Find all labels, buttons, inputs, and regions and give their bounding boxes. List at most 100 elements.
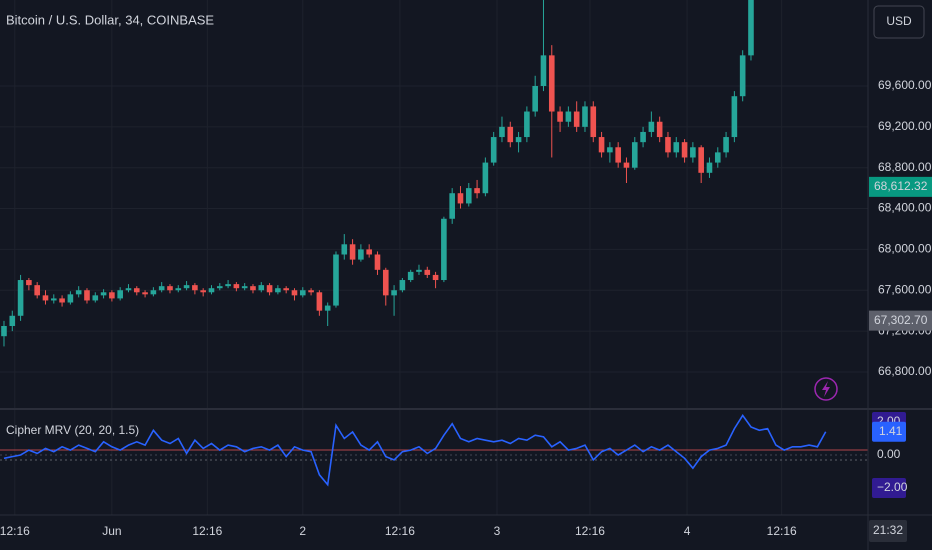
candle-body (133, 288, 140, 293)
candle-body (474, 188, 480, 194)
candle-body (275, 288, 281, 293)
candle-body (241, 286, 248, 289)
candle-body (582, 106, 588, 127)
candle-body (631, 142, 638, 168)
candle-body (208, 288, 215, 293)
price-label: 67,302.70 (874, 313, 928, 327)
candle-body (291, 290, 298, 296)
candle-body (266, 285, 273, 293)
candle-body (358, 249, 364, 260)
candle-body (341, 244, 348, 255)
candle-body (723, 137, 729, 153)
candle-body (117, 290, 123, 299)
candle-body (225, 284, 231, 287)
candle-body (1, 325, 7, 337)
candle-body (308, 290, 314, 293)
candle-body (714, 152, 721, 163)
candle-body (457, 193, 464, 204)
candle-body (548, 55, 555, 112)
candle-body (449, 193, 455, 219)
candle-body (665, 137, 671, 153)
ind-tick-label: −2.00 (877, 480, 908, 494)
candle-body (391, 290, 397, 296)
candle-body (233, 284, 240, 289)
candle-body (748, 0, 754, 56)
candle-body (424, 269, 431, 275)
last-value-label: 1.41 (879, 424, 903, 438)
currency[interactable]: USD (886, 14, 912, 28)
last-value-box (872, 421, 906, 442)
x-tick-label: 3 (494, 524, 501, 538)
candle-body (17, 280, 24, 316)
indicator-pane (0, 413, 868, 487)
candle-body (640, 131, 646, 143)
axes: 12:16 Jun 12:16 2 12:16 3 12:16 4 12:16 66,800.00… (0, 78, 932, 538)
candle-body (615, 147, 621, 163)
time-label-box (869, 520, 907, 542)
candle-body (382, 269, 389, 296)
candle-body (183, 285, 190, 289)
price-label-box (869, 310, 932, 331)
candle-body (681, 142, 688, 158)
candle-body (92, 295, 99, 301)
candle-body (565, 111, 572, 122)
candle-body (150, 290, 157, 295)
candle-body (283, 288, 289, 291)
indicator-name: Cipher MRV (20, 20, 1.5) (6, 423, 139, 437)
currency-button[interactable] (873, 5, 925, 39)
y-tick-label: 68,000.00 (878, 242, 932, 256)
candle-body (366, 249, 372, 255)
candle-body (623, 162, 630, 168)
x-tick-label: 2 (299, 524, 306, 538)
candle-body (75, 290, 82, 295)
candle-body (158, 286, 165, 291)
candles (1, 0, 754, 347)
candle-body (441, 218, 447, 281)
price-label-box (869, 176, 932, 197)
candle-body (100, 292, 107, 296)
candle-body (192, 285, 198, 291)
x-tick-label: 12:16 (192, 524, 222, 538)
indicator-line (3, 413, 827, 487)
candle-body (507, 126, 514, 143)
candle-body (416, 269, 422, 272)
ind-tick-box (872, 477, 906, 498)
candle-body (499, 126, 505, 138)
candle-body (250, 286, 256, 291)
ind-tick-label: 0.00 (877, 447, 901, 461)
x-tick-label: 12:16 (767, 524, 797, 538)
candle-body (598, 137, 605, 153)
candle-body (324, 305, 331, 311)
x-tick-label: 12:16 (0, 524, 30, 538)
candle-body (125, 288, 132, 291)
candle-body (656, 121, 663, 138)
candle-body (607, 147, 613, 153)
candle-body (67, 294, 74, 303)
candle-body (299, 290, 306, 296)
y-tick-label: 69,600.00 (878, 78, 932, 92)
candle-body (573, 111, 580, 127)
candle-body (407, 271, 414, 281)
candle-body (84, 290, 90, 301)
candle-body (590, 106, 597, 138)
candle-body (349, 244, 356, 260)
candle-body (26, 280, 32, 286)
candle-body (200, 290, 206, 293)
y-tick-label: 68,800.00 (878, 160, 932, 174)
candle-body (59, 298, 65, 303)
candle-body (399, 280, 406, 291)
candle-body (9, 315, 16, 326)
x-tick-label: 12:16 (385, 524, 415, 538)
y-tick-label: 67,600.00 (878, 282, 932, 296)
candle-body (175, 288, 182, 291)
candle-body (698, 147, 704, 173)
alert-icon[interactable] (814, 377, 838, 401)
candle-body (465, 188, 472, 204)
candle-body (557, 111, 563, 122)
time-label: 21:32 (873, 523, 903, 537)
candle-body (540, 55, 547, 86)
y-tick-label: 69,200.00 (878, 119, 932, 133)
chart-title: Bitcoin / U.S. Dollar, 34, COINBASE (6, 12, 214, 27)
